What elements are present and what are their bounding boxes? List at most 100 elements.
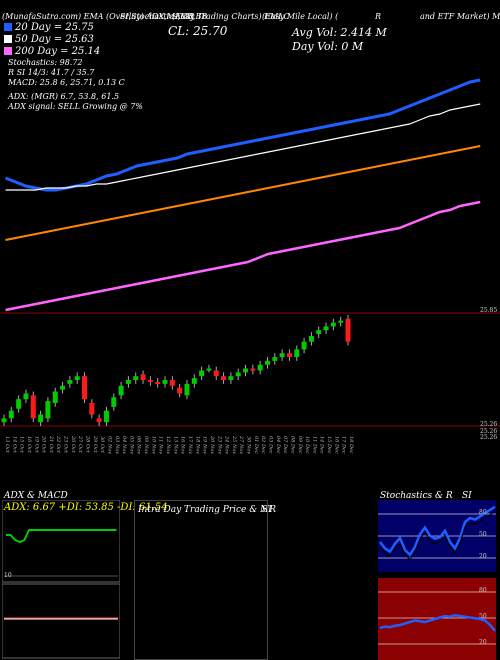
- candle-body: [103, 410, 109, 423]
- date-tick-label: 03 Nov: [114, 436, 120, 454]
- candle-body: [199, 370, 205, 377]
- date-tick-label: 17 Nov: [187, 436, 193, 454]
- candle-body: [118, 385, 124, 396]
- date-tick-label: 13 Oct: [4, 436, 10, 454]
- si-tick-20: 20: [479, 639, 487, 646]
- date-tick-label: 09 Nov: [143, 436, 149, 454]
- date-axis: 13 Oct 14 Oct 15 Oct 16 Oct 19 Oct 20 Oct 21 O…: [4, 435, 354, 454]
- date-tick-label: 14 Oct: [11, 436, 17, 454]
- date-tick-label: 02 Dec: [260, 436, 266, 454]
- stoch-d-line: [379, 511, 496, 561]
- header-line-right-b: R: [375, 12, 382, 21]
- candle-body: [294, 349, 300, 358]
- legend-label-ema50: 50 Day = 25.63: [15, 34, 94, 45]
- candle-body: [257, 364, 263, 371]
- date-tick-label: 17 Dec: [341, 436, 347, 454]
- candle-body: [250, 368, 256, 371]
- si-tick-80: 80: [479, 587, 487, 594]
- candle-body: [1, 418, 7, 423]
- adx-line: [6, 529, 117, 544]
- header-line-chart: (Easy Trading Charts) EMLC: [172, 12, 290, 21]
- candle-body: [133, 376, 139, 381]
- candle-body: [30, 395, 36, 419]
- candle-body: [45, 401, 51, 419]
- candle-body: [74, 376, 80, 381]
- adx-panel-title: ADX & MACD: [4, 491, 68, 501]
- stochastics-value: Stochastics: 98.72: [8, 58, 83, 67]
- candle-body: [60, 385, 66, 390]
- candle-body: [52, 391, 58, 404]
- macd-box: [2, 583, 120, 659]
- date-tick-label: 27 Nov: [238, 435, 244, 454]
- candle-body: [184, 383, 190, 396]
- header-line-right-a: (Easy Mile Local) (: [262, 12, 339, 21]
- adx-low-label: 10: [4, 572, 12, 579]
- ema20-line: [4, 78, 481, 192]
- price-label-bottom-1: 25.26: [480, 421, 498, 428]
- date-tick-label: 29 Oct: [92, 435, 98, 454]
- date-tick-label: 16 Oct: [26, 436, 32, 454]
- candle-body: [301, 341, 307, 350]
- date-tick-label: 18 Dec: [348, 436, 354, 454]
- date-tick-label: 15 Dec: [326, 436, 332, 454]
- stoch-k-line: [379, 505, 496, 557]
- date-tick-label: 05 Nov: [128, 436, 134, 454]
- adx-macd-panel: [2, 500, 120, 659]
- candle-body: [125, 380, 131, 384]
- price-candles: [1, 314, 351, 426]
- date-tick-label: 19 Nov: [202, 436, 208, 454]
- candle-body: [316, 330, 322, 335]
- candle-body: [213, 370, 219, 377]
- date-tick-label: 16 Nov: [180, 436, 186, 454]
- date-tick-label: 03 Dec: [267, 436, 273, 454]
- candle-body: [169, 380, 175, 386]
- legend-label-ema200: 200 Day = 25.14: [15, 46, 101, 57]
- header-line-left: (MunafaSutra.com) EMA (Overlay) ADX,MACD…: [2, 12, 208, 21]
- date-tick-label: 25 Nov: [231, 435, 237, 454]
- legend-ema200: 200 Day = 25.14: [4, 46, 100, 57]
- candle-body: [82, 376, 88, 400]
- candle-body: [323, 326, 329, 331]
- header-line-mid: SI,Stochastics,MR: [120, 12, 195, 21]
- date-tick-label: 11 Nov: [158, 436, 164, 454]
- date-tick-label: 19 Oct: [33, 436, 39, 454]
- avg-volume: Avg Vol: 2.414 M: [292, 26, 387, 39]
- date-tick-label: 04 Dec: [275, 436, 281, 454]
- date-tick-label: 12 Nov: [165, 436, 171, 454]
- date-tick-label: 28 Oct: [85, 435, 91, 454]
- date-tick-label: 04 Nov: [121, 436, 127, 454]
- date-tick-label: 07 Dec: [282, 436, 288, 454]
- candle-body: [243, 368, 249, 373]
- date-tick-label: 23 Oct: [63, 435, 69, 454]
- candle-body: [111, 397, 117, 407]
- candle-body: [96, 418, 102, 423]
- stochastics-si-panel: [378, 500, 496, 660]
- indicator-summary: Stochastics: 98.72 R SI 14/3: 41.7 / 35.…: [8, 58, 143, 112]
- candle-body: [286, 353, 292, 358]
- candle-body: [228, 376, 234, 381]
- date-tick-label: 14 Dec: [319, 436, 325, 454]
- date-tick-label: 26 Oct: [70, 435, 76, 454]
- candle-body: [67, 380, 73, 384]
- close-price: CL: 25.70: [168, 24, 228, 38]
- candle-body: [140, 374, 146, 381]
- date-tick-label: 27 Oct: [77, 435, 83, 454]
- legend-ema20: 20 Day = 25.75: [4, 22, 94, 33]
- header-line-right-c: and ETF Market) M: [420, 12, 500, 21]
- date-tick-label: 30 Oct: [99, 436, 105, 454]
- si-line: [379, 613, 496, 632]
- legend-label-ema20: 20 Day = 25.75: [15, 22, 94, 33]
- candle-body: [162, 380, 168, 384]
- legend-swatch-ema200: [4, 47, 12, 55]
- date-tick-label: 10 Nov: [150, 436, 156, 454]
- stoch-tick-50: 50: [479, 531, 487, 538]
- candle-body: [191, 378, 197, 384]
- candle-body: [23, 393, 29, 400]
- candle-body: [272, 357, 278, 361]
- si-tick-50: 50: [479, 613, 487, 620]
- date-tick-label: 11 Dec: [311, 436, 317, 454]
- adx-readout: ADX: 6.67 +DI: 53.85 -DI: 61.54: [4, 502, 168, 513]
- intraday-panel-title: Intra Day Trading Price & MR: [138, 505, 277, 515]
- price-label-top: 25.85: [480, 307, 498, 314]
- price-label-bottom-2: 25.26: [480, 428, 498, 435]
